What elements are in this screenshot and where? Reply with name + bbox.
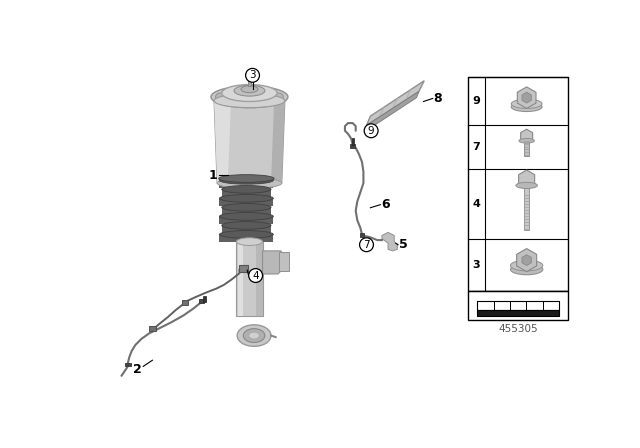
Ellipse shape bbox=[241, 86, 258, 93]
Polygon shape bbox=[367, 81, 424, 125]
Bar bbox=[125, 362, 131, 366]
Polygon shape bbox=[382, 233, 397, 251]
Ellipse shape bbox=[511, 260, 543, 271]
Polygon shape bbox=[262, 251, 283, 274]
Ellipse shape bbox=[511, 99, 542, 108]
Text: 3: 3 bbox=[249, 70, 256, 80]
Ellipse shape bbox=[249, 332, 259, 339]
Ellipse shape bbox=[221, 203, 271, 211]
Text: 9: 9 bbox=[368, 126, 374, 136]
Text: 4: 4 bbox=[473, 199, 481, 209]
Ellipse shape bbox=[516, 182, 538, 189]
Bar bbox=[220, 180, 273, 188]
Polygon shape bbox=[214, 101, 231, 183]
Text: 6: 6 bbox=[381, 198, 390, 211]
Ellipse shape bbox=[211, 86, 288, 108]
Circle shape bbox=[364, 124, 378, 138]
Bar bbox=[360, 233, 364, 237]
Polygon shape bbox=[280, 252, 289, 271]
Bar bbox=[220, 234, 273, 241]
Ellipse shape bbox=[219, 175, 274, 182]
Text: 4: 4 bbox=[252, 271, 259, 280]
Bar bbox=[182, 300, 188, 305]
Ellipse shape bbox=[243, 329, 265, 343]
Ellipse shape bbox=[237, 325, 271, 346]
Bar bbox=[255, 241, 262, 315]
Bar bbox=[220, 216, 273, 224]
Bar bbox=[468, 291, 568, 320]
Text: 1: 1 bbox=[208, 169, 217, 182]
Ellipse shape bbox=[220, 194, 273, 202]
Ellipse shape bbox=[221, 85, 277, 102]
Ellipse shape bbox=[214, 94, 285, 108]
Text: 7: 7 bbox=[473, 142, 481, 152]
Text: 8: 8 bbox=[433, 92, 442, 105]
Ellipse shape bbox=[236, 238, 262, 246]
Circle shape bbox=[249, 269, 262, 282]
Bar bbox=[221, 190, 271, 197]
Ellipse shape bbox=[234, 85, 265, 96]
Ellipse shape bbox=[221, 185, 271, 193]
Bar bbox=[220, 198, 273, 206]
Bar bbox=[350, 144, 355, 148]
Polygon shape bbox=[214, 101, 285, 183]
Ellipse shape bbox=[220, 177, 273, 184]
Polygon shape bbox=[365, 91, 419, 132]
Bar bbox=[524, 184, 529, 230]
Polygon shape bbox=[271, 101, 285, 183]
Text: 7: 7 bbox=[363, 240, 370, 250]
Bar bbox=[204, 296, 205, 302]
Bar bbox=[198, 299, 204, 303]
Circle shape bbox=[246, 69, 259, 82]
Bar bbox=[239, 265, 248, 272]
Bar bbox=[468, 77, 568, 291]
Bar bbox=[236, 241, 262, 315]
Ellipse shape bbox=[511, 264, 543, 275]
Bar bbox=[221, 225, 271, 233]
Text: 3: 3 bbox=[473, 260, 481, 270]
Text: 5: 5 bbox=[399, 238, 408, 251]
Circle shape bbox=[360, 238, 373, 252]
Bar bbox=[149, 326, 156, 331]
Bar bbox=[248, 75, 252, 86]
Bar bbox=[221, 207, 271, 215]
Ellipse shape bbox=[274, 93, 284, 101]
Ellipse shape bbox=[511, 102, 542, 112]
Ellipse shape bbox=[519, 138, 534, 143]
Bar bbox=[477, 301, 559, 310]
Ellipse shape bbox=[216, 93, 225, 101]
Bar bbox=[238, 241, 243, 315]
Ellipse shape bbox=[221, 222, 271, 229]
Bar bbox=[352, 138, 354, 145]
Ellipse shape bbox=[220, 231, 273, 238]
Bar bbox=[524, 139, 529, 156]
Text: 2: 2 bbox=[133, 363, 142, 376]
Ellipse shape bbox=[217, 178, 282, 189]
Text: 455305: 455305 bbox=[499, 324, 538, 334]
Bar bbox=[477, 310, 559, 316]
Ellipse shape bbox=[220, 212, 273, 220]
Text: 9: 9 bbox=[473, 96, 481, 106]
